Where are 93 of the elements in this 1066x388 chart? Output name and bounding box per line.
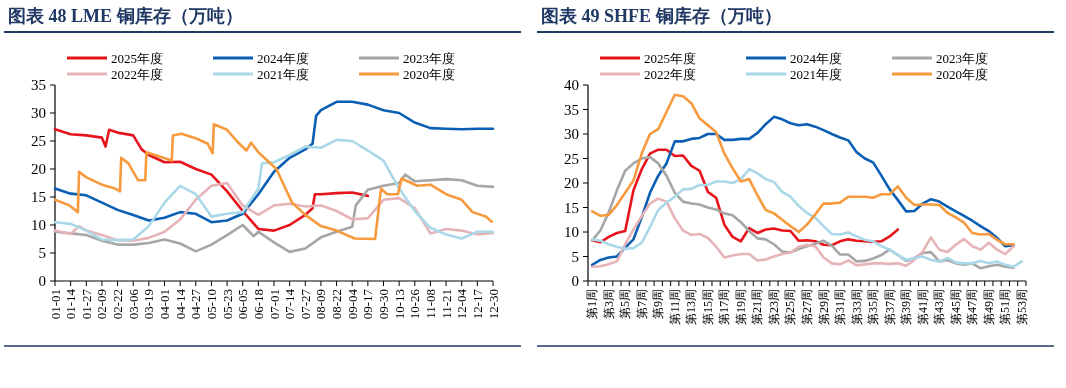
x-tick-label: 第25周 (783, 289, 798, 325)
x-tick-label: 01-27 (78, 288, 94, 320)
x-tick-label: 12-17 (469, 288, 485, 320)
y-tick-label: 20 (564, 175, 579, 191)
y-tick-label: 25 (564, 150, 579, 167)
x-tick-label: 第47周 (965, 289, 980, 325)
x-tick-label: 第9周 (651, 289, 666, 319)
y-tick-label: 35 (31, 77, 46, 93)
x-tick-label: 10-26 (407, 288, 423, 320)
x-tick-label: 08-22 (329, 289, 345, 320)
x-tick-label: 06-18 (250, 289, 266, 320)
x-tick-label: 第15周 (700, 289, 715, 325)
x-tick-label: 07-14 (282, 288, 298, 320)
legend-label: 2022年度 (111, 66, 163, 82)
x-tick-label: 03-19 (141, 289, 157, 320)
x-tick-label: 02-09 (94, 289, 110, 320)
x-tick-label: 第3周 (601, 289, 616, 319)
x-tick-label: 12-30 (485, 289, 501, 320)
legend-label: 2025年度 (111, 50, 163, 66)
x-tick-label: 03-06 (125, 288, 141, 320)
x-tick-label: 09-17 (360, 288, 376, 320)
x-tick-label: 04-01 (157, 289, 172, 320)
x-tick-label: 01-14 (63, 288, 79, 320)
x-tick-label: 第23周 (766, 289, 781, 325)
x-tick-label: 第5周 (618, 289, 633, 319)
y-tick-label: 30 (31, 105, 46, 121)
x-tick-label: 第17周 (717, 289, 732, 325)
x-tick-label: 第21周 (750, 289, 765, 325)
x-tick-label: 第51周 (998, 289, 1013, 325)
x-tick-label: 第45周 (948, 289, 963, 325)
y-tick-label: 15 (31, 189, 46, 205)
x-tick-label: 08-09 (313, 289, 329, 320)
x-tick-label: 07-01 (266, 289, 282, 320)
line-series (53, 127, 370, 232)
y-tick-label: 40 (564, 77, 579, 93)
x-tick-label: 第11周 (667, 289, 682, 325)
legend-label: 2023年度 (936, 50, 988, 66)
x-tick-label: 09-04 (344, 288, 360, 320)
y-tick-label: 10 (31, 217, 46, 233)
x-tick-label: 05-10 (203, 289, 219, 320)
x-tick-label: 05-23 (219, 289, 235, 320)
legend-label: 2024年度 (257, 50, 309, 66)
y-tick-label: 0 (38, 273, 46, 289)
x-tick-label: 第41周 (915, 289, 930, 325)
x-tick-label: 第27周 (800, 289, 814, 325)
chart-title: 图表 48 LME 铜库存（万吨） (8, 6, 243, 26)
x-tick-label: 04-14 (172, 288, 188, 320)
x-tick-label: 第7周 (634, 289, 649, 319)
x-tick-label: 06-05 (235, 289, 251, 320)
legend-label: 2020年度 (936, 66, 988, 82)
x-tick-label: 第37周 (882, 289, 897, 325)
x-tick-label: 第1周 (585, 289, 600, 319)
legend-label: 2025年度 (644, 50, 696, 66)
line-series (590, 197, 1015, 269)
line-series (590, 93, 1015, 246)
x-tick-label: 12-04 (454, 288, 470, 320)
x-tick-label: 第19周 (733, 289, 748, 325)
x-tick-label: 第53周 (1014, 289, 1029, 325)
x-tick-label: 第49周 (981, 289, 996, 325)
x-tick-label: 10-13 (391, 289, 407, 320)
legend-label: 2024年度 (790, 50, 842, 66)
legend-label: 2022年度 (644, 66, 696, 82)
legend-label: 2020年度 (403, 66, 455, 82)
x-tick-label: 第29周 (816, 289, 831, 325)
y-tick-label: 5 (38, 245, 46, 261)
x-tick-label: 第35周 (866, 289, 881, 325)
y-tick-label: 30 (564, 126, 579, 142)
x-tick-label: 02-22 (110, 289, 126, 320)
x-tick-label: 11-08 (422, 289, 438, 319)
line-series (53, 173, 495, 254)
legend-label: 2021年度 (790, 66, 842, 82)
x-tick-label: 04-27 (188, 288, 204, 320)
y-tick-label: 25 (31, 133, 46, 149)
legend-label: 2021年度 (257, 66, 309, 82)
line-series (590, 148, 900, 247)
y-tick-label: 10 (564, 224, 579, 240)
legend-label: 2023年度 (403, 50, 455, 66)
y-tick-label: 5 (571, 248, 579, 265)
chart-title: 图表 49 SHFE 铜库存（万吨） (541, 6, 782, 26)
x-tick-label: 第39周 (899, 289, 914, 325)
x-tick-label: 09-30 (376, 289, 391, 320)
y-tick-label: 20 (31, 161, 46, 177)
x-tick-label: 07-27 (297, 288, 313, 320)
x-tick-label: 11-21 (438, 289, 454, 319)
y-tick-label: 15 (564, 199, 579, 216)
x-tick-label: 第33周 (849, 289, 864, 325)
x-tick-label: 第31周 (833, 289, 848, 325)
line-series (53, 100, 495, 224)
y-tick-label: 35 (564, 101, 579, 118)
x-tick-label: 第43周 (932, 289, 947, 325)
x-tick-label: 01-01 (47, 289, 63, 320)
x-tick-label: 第13周 (684, 289, 699, 325)
y-tick-label: 0 (571, 273, 579, 289)
